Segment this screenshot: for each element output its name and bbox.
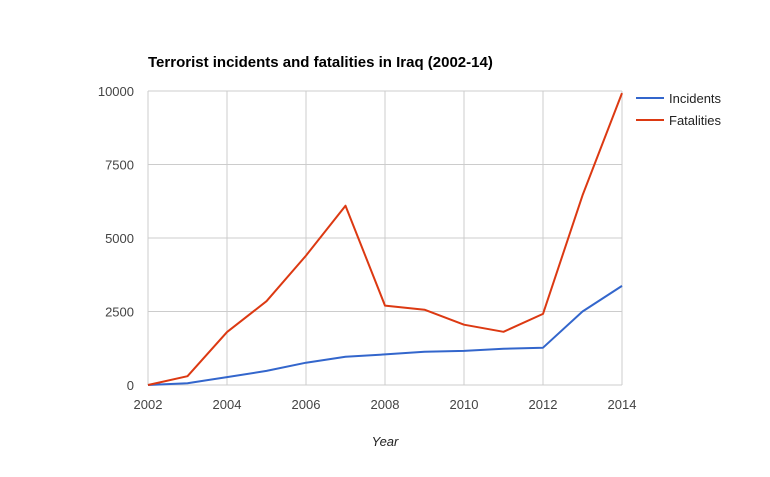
legend-label-incidents: Incidents <box>669 91 722 106</box>
x-axis-ticks: 2002 2004 2006 2008 2010 2012 2014 <box>134 397 637 412</box>
x-tick-label: 2006 <box>292 397 321 412</box>
x-tick-label: 2012 <box>529 397 558 412</box>
y-axis-ticks: 0 2500 5000 7500 10000 <box>98 84 134 393</box>
x-tick-label: 2008 <box>371 397 400 412</box>
legend: Incidents Fatalities <box>636 91 722 128</box>
x-tick-label: 2002 <box>134 397 163 412</box>
series-line-fatalities <box>147 92 623 386</box>
series-lines <box>147 92 623 386</box>
x-tick-label: 2004 <box>213 397 242 412</box>
x-tick-label: 2014 <box>608 397 637 412</box>
x-tick-label: 2010 <box>450 397 479 412</box>
series-line-incidents <box>147 285 623 386</box>
chart-title: Terrorist incidents and fatalities in Ir… <box>148 54 493 71</box>
legend-label-fatalities: Fatalities <box>669 113 722 128</box>
y-tick-label: 7500 <box>105 158 134 173</box>
x-axis-title: Year <box>372 434 399 449</box>
y-tick-label: 10000 <box>98 84 134 99</box>
y-tick-label: 0 <box>127 378 134 393</box>
y-tick-label: 5000 <box>105 231 134 246</box>
grid <box>147 90 623 386</box>
y-tick-label: 2500 <box>105 305 134 320</box>
